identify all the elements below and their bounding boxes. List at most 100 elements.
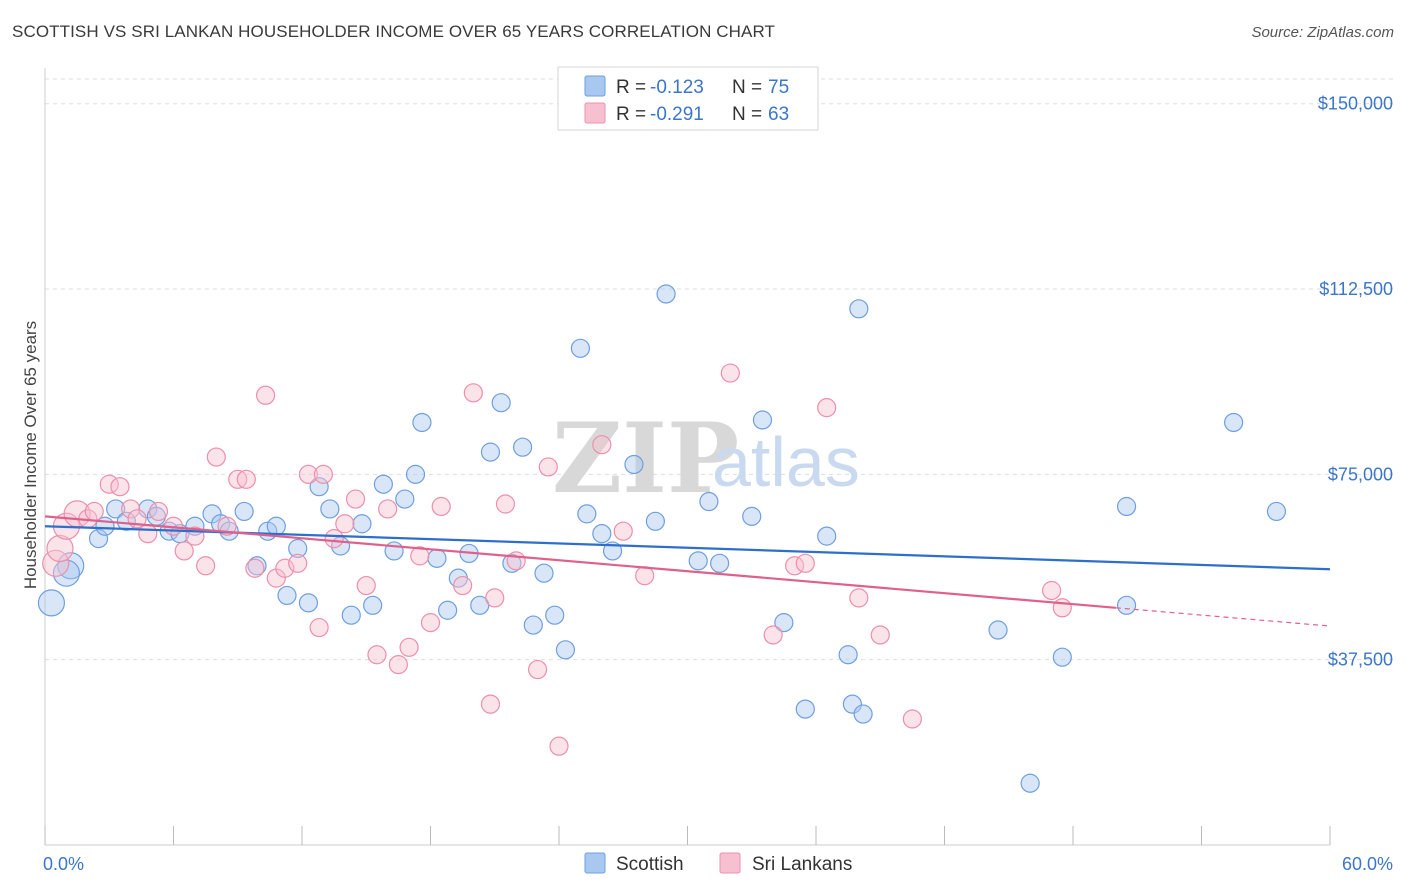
scottish-point [37, 589, 66, 617]
srilankan-point [84, 501, 104, 522]
scottish-point [699, 491, 719, 512]
srilankan-point [431, 496, 451, 517]
scottish-point [320, 499, 340, 519]
scottish-point [266, 516, 286, 536]
srilankan-point [298, 464, 319, 484]
tick-labels: $37,500 $75,000 $112,500 $150,000 0.0% 60.0% [43, 94, 1393, 874]
scottish-point [106, 499, 126, 519]
bottom-legend-swatch-scottish [584, 852, 606, 874]
scottish-point [288, 538, 308, 559]
scottish-point [309, 477, 329, 497]
srilankan-point [110, 477, 130, 497]
legend-box: R = -0.123 N = 75 R = -0.291 N = 63 [557, 66, 819, 131]
srilankan-point [121, 499, 141, 519]
legend-swatch-scottish [584, 75, 606, 97]
legend-r-value-scottish: -0.123 [650, 77, 704, 98]
legend-n-value-scottish: 75 [768, 77, 789, 98]
scottish-point [234, 501, 254, 522]
srilankan-point [506, 551, 526, 571]
srilankan-point [902, 709, 922, 729]
scottish-point [523, 615, 543, 635]
srilankan-point [817, 398, 837, 418]
srilankan-point [495, 494, 516, 514]
scottish-point [1116, 595, 1137, 615]
scottish-point [373, 474, 393, 494]
scottish-point [656, 284, 676, 304]
scottish-point [555, 640, 576, 660]
srilankan-trend-extension [1115, 607, 1331, 627]
srilankan-point [313, 464, 334, 484]
scottish-point [1020, 773, 1040, 793]
srilankan-point [309, 617, 329, 638]
scottish-point [988, 620, 1008, 640]
srilankan-point [345, 489, 366, 509]
scottish-point [88, 528, 109, 549]
watermark-zip: ZIP [552, 402, 739, 515]
srilankan-point [324, 528, 344, 549]
srilankan-point [174, 541, 194, 561]
srilankan-point [46, 534, 74, 563]
scottish-point [774, 613, 794, 633]
bottom-legend-label-scottish: Scottish [616, 854, 684, 875]
scottish-point [395, 489, 415, 509]
srilankan-point [206, 447, 226, 467]
scottish-point [853, 704, 873, 724]
srilankan-point [255, 385, 276, 405]
scottish-point [1266, 501, 1287, 522]
srilankan-point [1041, 580, 1062, 601]
srilankan-point [399, 637, 419, 657]
srilankan-point [538, 457, 558, 477]
scottish-point [491, 393, 511, 413]
watermark: ZIP atlas [552, 402, 860, 515]
srilankan-point [148, 501, 169, 522]
srilankan-point [480, 694, 501, 714]
legend-n-label-scottish: N = [732, 77, 762, 98]
srilankan-point [635, 566, 655, 586]
scottish-point [1224, 412, 1244, 433]
srilankan-point [42, 549, 70, 577]
scottish-point [849, 299, 869, 319]
scottish-point [480, 442, 501, 462]
scottish-point [363, 595, 383, 615]
x-tick-label-max: 60.0% [1342, 854, 1393, 874]
scottish-point [438, 600, 458, 620]
srilankan-point [763, 625, 783, 645]
srilankan-point [335, 514, 355, 534]
scottish-point [427, 548, 447, 568]
chart-title: SCOTTISH VS SRI LANKAN HOUSEHOLDER INCOM… [12, 22, 776, 41]
scottish-point [570, 338, 591, 358]
bottom-legend-swatch-srilankans [719, 852, 741, 874]
watermark-atlas: atlas [712, 423, 860, 501]
y-tick-label: $112,500 [1319, 279, 1393, 299]
srilankan-point [420, 613, 441, 633]
bottom-legend-label-srilankans: Sri Lankans [752, 854, 852, 875]
scottish-point [795, 699, 815, 719]
srilankan-point [378, 499, 398, 519]
scottish-point [247, 556, 267, 576]
scottish-point [277, 585, 297, 606]
axes [44, 68, 1331, 846]
srilankan-trend-line [44, 515, 1116, 609]
scottish-point [817, 526, 837, 546]
scottish-point [688, 551, 708, 571]
srilankan-point [613, 521, 633, 541]
scottish-point [545, 605, 565, 625]
scottish-point [577, 504, 597, 524]
trend-lines [44, 515, 1331, 627]
srilankan-point [275, 558, 295, 578]
legend-n-label-srilankans: N = [732, 104, 762, 125]
scottish-point [842, 694, 863, 714]
scottish-point [742, 506, 762, 526]
srilankan-point [720, 363, 740, 383]
srilankan-point [356, 575, 376, 596]
scottish-point [1116, 496, 1137, 517]
scottish-point [405, 464, 426, 484]
chart-source: Source: ZipAtlas.com [1251, 24, 1394, 41]
data-points [37, 284, 1287, 793]
x-tick-label-min: 0.0% [43, 854, 84, 874]
legend-r-label-srilankans: R = [616, 104, 646, 125]
scottish-point [624, 454, 644, 475]
srilankan-point [288, 553, 308, 573]
scottish-point [534, 563, 554, 583]
